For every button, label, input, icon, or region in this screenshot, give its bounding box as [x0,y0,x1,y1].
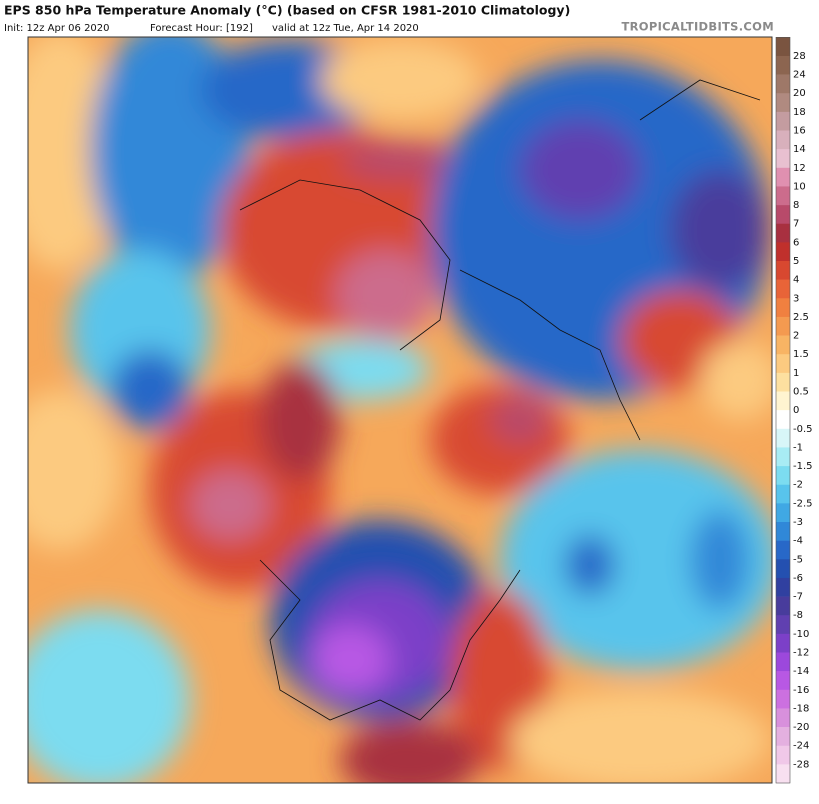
map-frame [27,36,773,784]
colorbar-label: -24 [793,741,809,752]
colorbar-bin [776,74,790,94]
colorbar-bin [776,316,790,336]
colorbar-label: -28 [793,759,809,770]
colorbar-bin [776,111,790,131]
colorbar-bin [776,522,790,541]
colorbar-bin [776,93,790,113]
colorbar-label: -12 [793,648,809,659]
colorbar-label: 14 [793,144,806,155]
colorbar-label: 20 [793,88,806,99]
colorbar-label: 0.5 [793,387,809,398]
colorbar-bin [776,447,790,467]
colorbar-label: -16 [793,685,809,696]
colorbar-bin [776,55,790,75]
colorbar-bin [776,335,790,355]
colorbar-label: 7 [793,219,799,230]
colorbar-label: -2 [793,480,803,491]
colorbar-bin [776,279,790,299]
colorbar-bin [776,652,790,672]
colorbar-bin [776,615,790,635]
colorbar-bin [776,298,790,318]
colorbar-bin [776,633,790,653]
coastlines [239,79,761,721]
colorbar-bin [776,261,790,280]
colorbar-bin [776,764,790,784]
colorbar-label: 4 [793,275,799,286]
colorbar-label: 2 [793,331,799,342]
map [28,37,772,783]
colorbar-label: -7 [793,592,803,603]
colorbar-bin [776,205,790,225]
colorbar-bin [776,37,790,57]
title: EPS 850 hPa Temperature Anomaly (°C) (ba… [4,3,570,18]
colorbar-label: 5 [793,256,799,267]
colorbar-bin [776,577,790,597]
colorbar-bin [776,466,790,486]
colorbar-label: 1.5 [793,349,809,360]
colorbar-bin [776,167,790,187]
colorbar-label: -0.5 [793,424,813,435]
forecast-hour: Forecast Hour: [192] [150,23,253,34]
colorbar-label: -14 [793,666,809,677]
colorbar-bin [776,223,790,243]
colorbar-bin [776,410,790,430]
colorbar-bin [776,484,790,504]
colorbar-bin [776,503,790,523]
colorbar-bin [776,559,790,579]
colorbar-label: -5 [793,554,803,565]
colorbar-label: -20 [793,722,809,733]
colorbar-bin [776,540,790,560]
colorbar-bin [776,745,790,765]
colorbar-label: -2.5 [793,498,813,509]
colorbar-label: 2.5 [793,312,809,323]
colorbar-bin [776,671,790,691]
init-time: Init: 12z Apr 06 2020 [4,23,110,34]
colorbar-label: 8 [793,200,799,211]
colorbar-label: -6 [793,573,803,584]
colorbar-label: -8 [793,610,803,621]
colorbar: 28 24 20 18 16 14 12 10 8 7 6 5 4 3 2.5 2 1.5 1 0.5 0 -0.5 -1… [775,36,813,784]
colorbar-bin [776,727,790,747]
colorbar-label: -1.5 [793,461,813,472]
colorbar-bin [776,708,790,728]
colorbar-label: 24 [793,70,806,81]
colorbar-bin [776,242,790,262]
colorbar-bin [776,186,790,206]
brand: TROPICALTIDBITS.COM [621,20,774,34]
colorbar-bin [776,130,790,150]
colorbar-bin [776,372,790,392]
colorbar-label: 16 [793,126,806,137]
colorbar-bin [776,391,790,411]
colorbar-label: 28 [793,51,806,62]
colorbar-label: -18 [793,703,809,714]
colorbar-bin [776,354,790,374]
colorbar-label: 10 [793,181,806,192]
colorbar-label: 0 [793,405,799,416]
colorbar-label: 1 [793,368,799,379]
colorbar-label: -1 [793,442,803,453]
valid-time: valid at 12z Tue, Apr 14 2020 [272,23,419,34]
colorbar-label: 6 [793,237,799,248]
colorbar-label: 18 [793,107,806,118]
colorbar-bin [776,149,790,169]
colorbar-frame [775,36,791,784]
colorbar-label: -10 [793,629,809,640]
colorbar-bin [776,689,790,709]
colorbar-bin [776,596,790,616]
colorbar-label: -4 [793,536,803,547]
colorbar-label: 12 [793,163,806,174]
colorbar-bin [776,428,790,448]
colorbar-label: -3 [793,517,803,528]
colorbar-label: 3 [793,293,799,304]
